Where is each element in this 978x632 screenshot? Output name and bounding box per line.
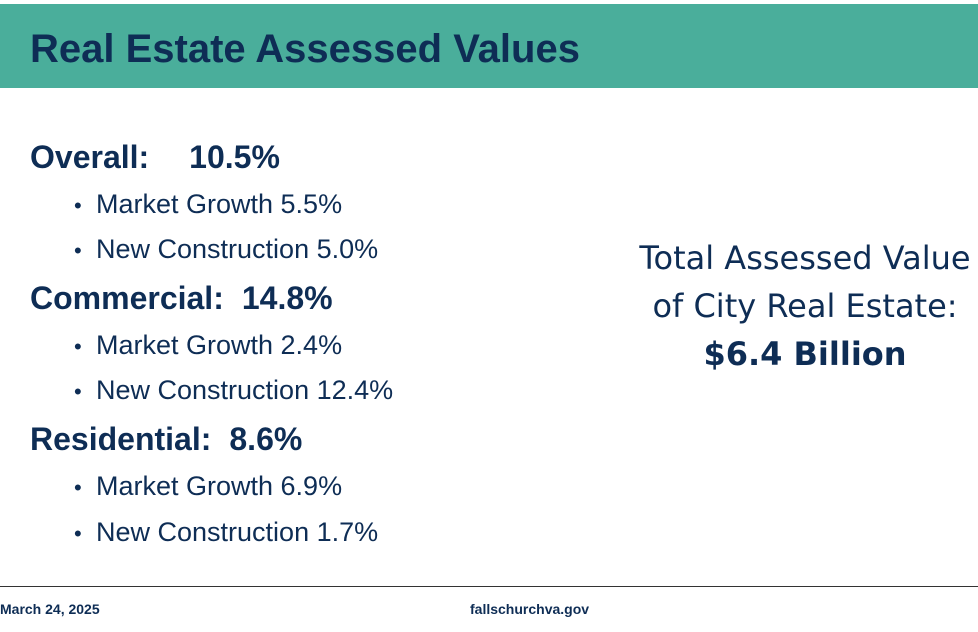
category-label: Overall: xyxy=(30,139,150,175)
list-item: • New Construction 5.0% xyxy=(74,233,378,267)
category-percent: 8.6% xyxy=(229,421,303,457)
list-item: • Market Growth 2.4% xyxy=(74,329,342,363)
callout-line: Total Assessed Value xyxy=(639,239,971,277)
list-item: • Market Growth 5.5% xyxy=(74,188,342,222)
slide-title: Real Estate Assessed Values xyxy=(30,27,580,71)
list-item: • New Construction 1.7% xyxy=(74,516,378,550)
category-label: Residential: xyxy=(30,421,212,457)
list-item-label: New Construction 5.0% xyxy=(96,234,379,264)
list-item-label: Market Growth 6.9% xyxy=(96,471,343,501)
footer-website: fallschurchva.gov xyxy=(470,601,590,617)
category-residential: Residential: 8.6% xyxy=(30,421,302,457)
callout-line: of City Real Estate: xyxy=(652,287,958,325)
category-label: Commercial: xyxy=(30,280,224,316)
category-commercial: Commercial: 14.8% xyxy=(30,280,333,316)
bullet-icon: • xyxy=(74,379,82,404)
list-item: • Market Growth 6.9% xyxy=(74,470,342,504)
list-item-label: Market Growth 2.4% xyxy=(96,330,343,360)
footer-divider xyxy=(0,586,978,587)
category-overall: Overall: 10.5% xyxy=(30,139,280,175)
footer-date: March 24, 2025 xyxy=(0,601,100,617)
bullet-icon: • xyxy=(74,475,82,500)
list-item: • New Construction 12.4% xyxy=(74,374,393,408)
category-percent: 14.8% xyxy=(241,280,333,316)
bullet-icon: • xyxy=(74,238,82,263)
list-item-label: New Construction 1.7% xyxy=(96,517,379,547)
total-value-amount: $6.4 Billion xyxy=(703,335,907,373)
total-value-callout: Total Assessed Value of City Real Estate… xyxy=(632,234,978,378)
list-item-label: Market Growth 5.5% xyxy=(96,189,343,219)
category-percent: 10.5% xyxy=(189,139,280,175)
title-bar: Real Estate Assessed Values xyxy=(0,4,978,88)
list-item-label: New Construction 12.4% xyxy=(96,375,394,405)
bullet-icon: • xyxy=(74,521,82,546)
bullet-icon: • xyxy=(74,334,82,359)
bullet-icon: • xyxy=(74,193,82,218)
